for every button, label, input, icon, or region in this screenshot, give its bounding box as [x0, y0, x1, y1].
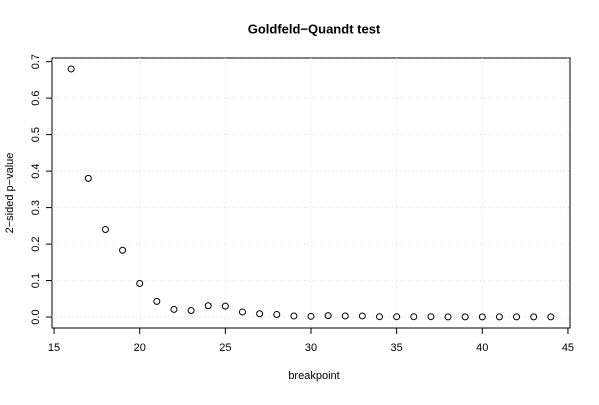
x-tick-label: 15: [48, 342, 60, 354]
y-tick-label: 0.7: [30, 54, 42, 69]
point: [341, 312, 349, 320]
y-tick-label: 0.5: [30, 127, 42, 142]
point: [290, 312, 298, 320]
point: [478, 313, 486, 321]
x-tick-label: 45: [562, 342, 574, 354]
point: [444, 313, 452, 321]
point: [530, 313, 538, 321]
point: [376, 313, 384, 321]
point: [153, 297, 161, 305]
point: [136, 279, 144, 287]
point: [84, 174, 92, 182]
y-tick-label: 0.4: [30, 163, 42, 178]
point: [358, 312, 366, 320]
point: [238, 308, 246, 316]
point: [221, 302, 229, 310]
point: [273, 311, 281, 318]
point: [204, 302, 212, 310]
y-tick-label: 0.6: [30, 90, 42, 105]
point: [513, 313, 521, 321]
x-axis-label: breakpoint: [288, 370, 339, 382]
x-tick-label: 25: [219, 342, 231, 354]
point: [256, 310, 264, 318]
point: [461, 313, 469, 321]
y-tick-label: 0.2: [30, 236, 42, 251]
point: [170, 305, 178, 313]
x-tick-label: 35: [391, 342, 403, 354]
y-axis-label: 2−sided p−value: [4, 153, 16, 234]
y-tick-label: 0.3: [30, 200, 42, 215]
point: [119, 246, 127, 254]
point: [427, 313, 435, 321]
point: [67, 65, 75, 73]
point: [495, 313, 503, 321]
point: [547, 313, 555, 321]
x-tick-label: 20: [134, 342, 146, 354]
y-tick-label: 0.1: [30, 273, 42, 288]
point: [187, 306, 195, 314]
x-tick-label: 40: [476, 342, 488, 354]
point: [410, 313, 418, 321]
point: [393, 313, 401, 321]
chart-title: Goldfeld−Quandt test: [248, 21, 381, 36]
x-tick-label: 30: [305, 342, 317, 354]
point: [307, 312, 315, 320]
point: [101, 225, 109, 233]
point: [324, 312, 332, 320]
y-tick-label: 0.0: [30, 309, 42, 324]
